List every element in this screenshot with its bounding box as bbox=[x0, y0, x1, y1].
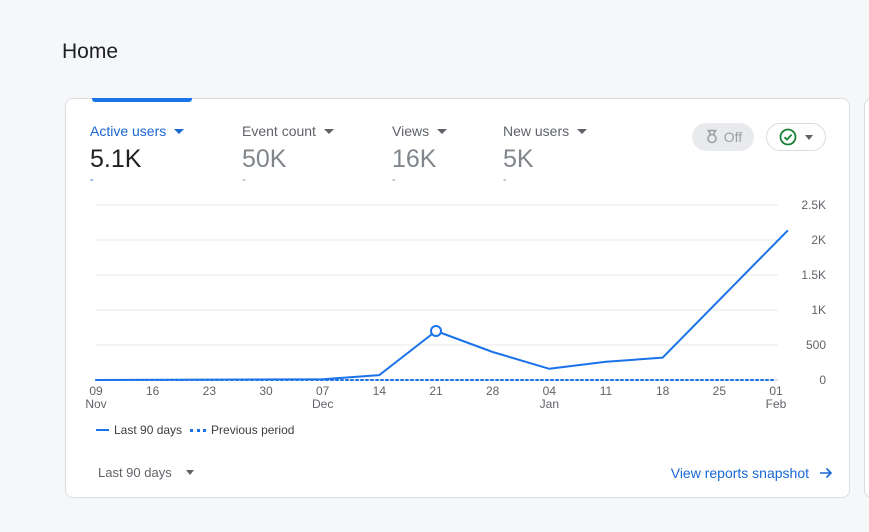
y-tick-label: 0 bbox=[819, 373, 826, 387]
arrow-right-icon bbox=[820, 467, 833, 479]
metric-active-users[interactable]: Active users 5.1K - bbox=[90, 123, 185, 186]
x-tick-label: 01 bbox=[769, 384, 783, 398]
metric-delta: - bbox=[242, 174, 246, 186]
x-tick-month-label: Feb bbox=[766, 397, 787, 411]
legend-label: Previous period bbox=[211, 423, 295, 437]
legend-swatch-dotted bbox=[190, 428, 207, 432]
y-tick-label: 1K bbox=[811, 303, 826, 317]
y-tick-label: 2K bbox=[811, 233, 826, 247]
metric-value: 5.1K bbox=[90, 145, 142, 173]
x-tick-label: 14 bbox=[373, 384, 387, 398]
x-tick-month-label: Nov bbox=[85, 397, 106, 411]
x-tick-label: 09 bbox=[89, 384, 103, 398]
insights-toggle[interactable]: Off bbox=[692, 123, 754, 151]
y-tick-label: 2.5K bbox=[801, 198, 826, 212]
legend-item-previous: Previous period bbox=[190, 423, 294, 437]
x-tick-label: 30 bbox=[259, 384, 273, 398]
x-tick-label: 18 bbox=[656, 384, 670, 398]
x-tick-month-label: Jan bbox=[540, 397, 559, 411]
metric-event-count[interactable]: Event count 50K - bbox=[242, 123, 334, 186]
view-reports-snapshot-link[interactable]: View reports snapshot bbox=[671, 465, 833, 481]
check-circle-icon bbox=[779, 128, 797, 146]
x-tick-label: 23 bbox=[203, 384, 217, 398]
link-label: View reports snapshot bbox=[670, 465, 809, 481]
x-tick-label: 28 bbox=[486, 384, 500, 398]
metric-value: 50K bbox=[242, 145, 287, 173]
data-quality-dropdown[interactable] bbox=[766, 123, 826, 151]
chevron-down-icon[interactable] bbox=[174, 128, 185, 134]
x-tick-month-label: Dec bbox=[312, 397, 333, 411]
metric-delta: - bbox=[503, 174, 507, 186]
metric-label: Event count bbox=[242, 123, 316, 139]
chevron-down-icon bbox=[805, 134, 813, 140]
chevron-down-icon[interactable] bbox=[577, 128, 588, 134]
adjacent-card bbox=[864, 98, 869, 498]
legend-swatch-solid bbox=[96, 429, 109, 431]
insights-toggle-label: Off bbox=[723, 129, 743, 145]
page-title: Home bbox=[62, 40, 119, 63]
legend-item-current: Last 90 days bbox=[96, 423, 182, 437]
metric-label: Views bbox=[392, 123, 430, 139]
x-tick-label: 04 bbox=[543, 384, 557, 398]
metric-views[interactable]: Views 16K - bbox=[392, 123, 448, 186]
x-tick-label: 25 bbox=[713, 384, 727, 398]
x-tick-label: 21 bbox=[429, 384, 443, 398]
x-tick-label: 16 bbox=[146, 384, 160, 398]
date-range-select[interactable]: Last 90 days bbox=[98, 465, 194, 480]
y-tick-label: 1.5K bbox=[801, 268, 826, 282]
y-tick-label: 500 bbox=[806, 338, 826, 352]
chevron-down-icon bbox=[185, 470, 194, 475]
date-range-label: Last 90 days bbox=[98, 465, 172, 480]
x-tick-label: 07 bbox=[316, 384, 330, 398]
metric-label: Active users bbox=[90, 123, 167, 139]
active-tab-indicator bbox=[92, 98, 192, 102]
metric-delta: - bbox=[90, 174, 94, 186]
legend-label: Last 90 days bbox=[114, 423, 183, 437]
metric-label: New users bbox=[503, 123, 570, 139]
data-point-highlight bbox=[430, 325, 442, 337]
x-tick-label: 11 bbox=[600, 384, 613, 398]
metric-value: 5K bbox=[503, 145, 534, 173]
overview-card: Active users 5.1K - Event count 50K - Vi… bbox=[65, 98, 850, 498]
chart-legend: Last 90 days Previous period bbox=[96, 423, 294, 437]
metric-delta: - bbox=[392, 174, 396, 186]
chevron-down-icon[interactable] bbox=[323, 128, 334, 134]
insights-badge-icon bbox=[706, 129, 717, 144]
metric-value: 16K bbox=[392, 145, 437, 173]
metric-new-users[interactable]: New users 5K - bbox=[503, 123, 588, 186]
series-line-current bbox=[95, 229, 789, 381]
chevron-down-icon[interactable] bbox=[437, 128, 448, 134]
